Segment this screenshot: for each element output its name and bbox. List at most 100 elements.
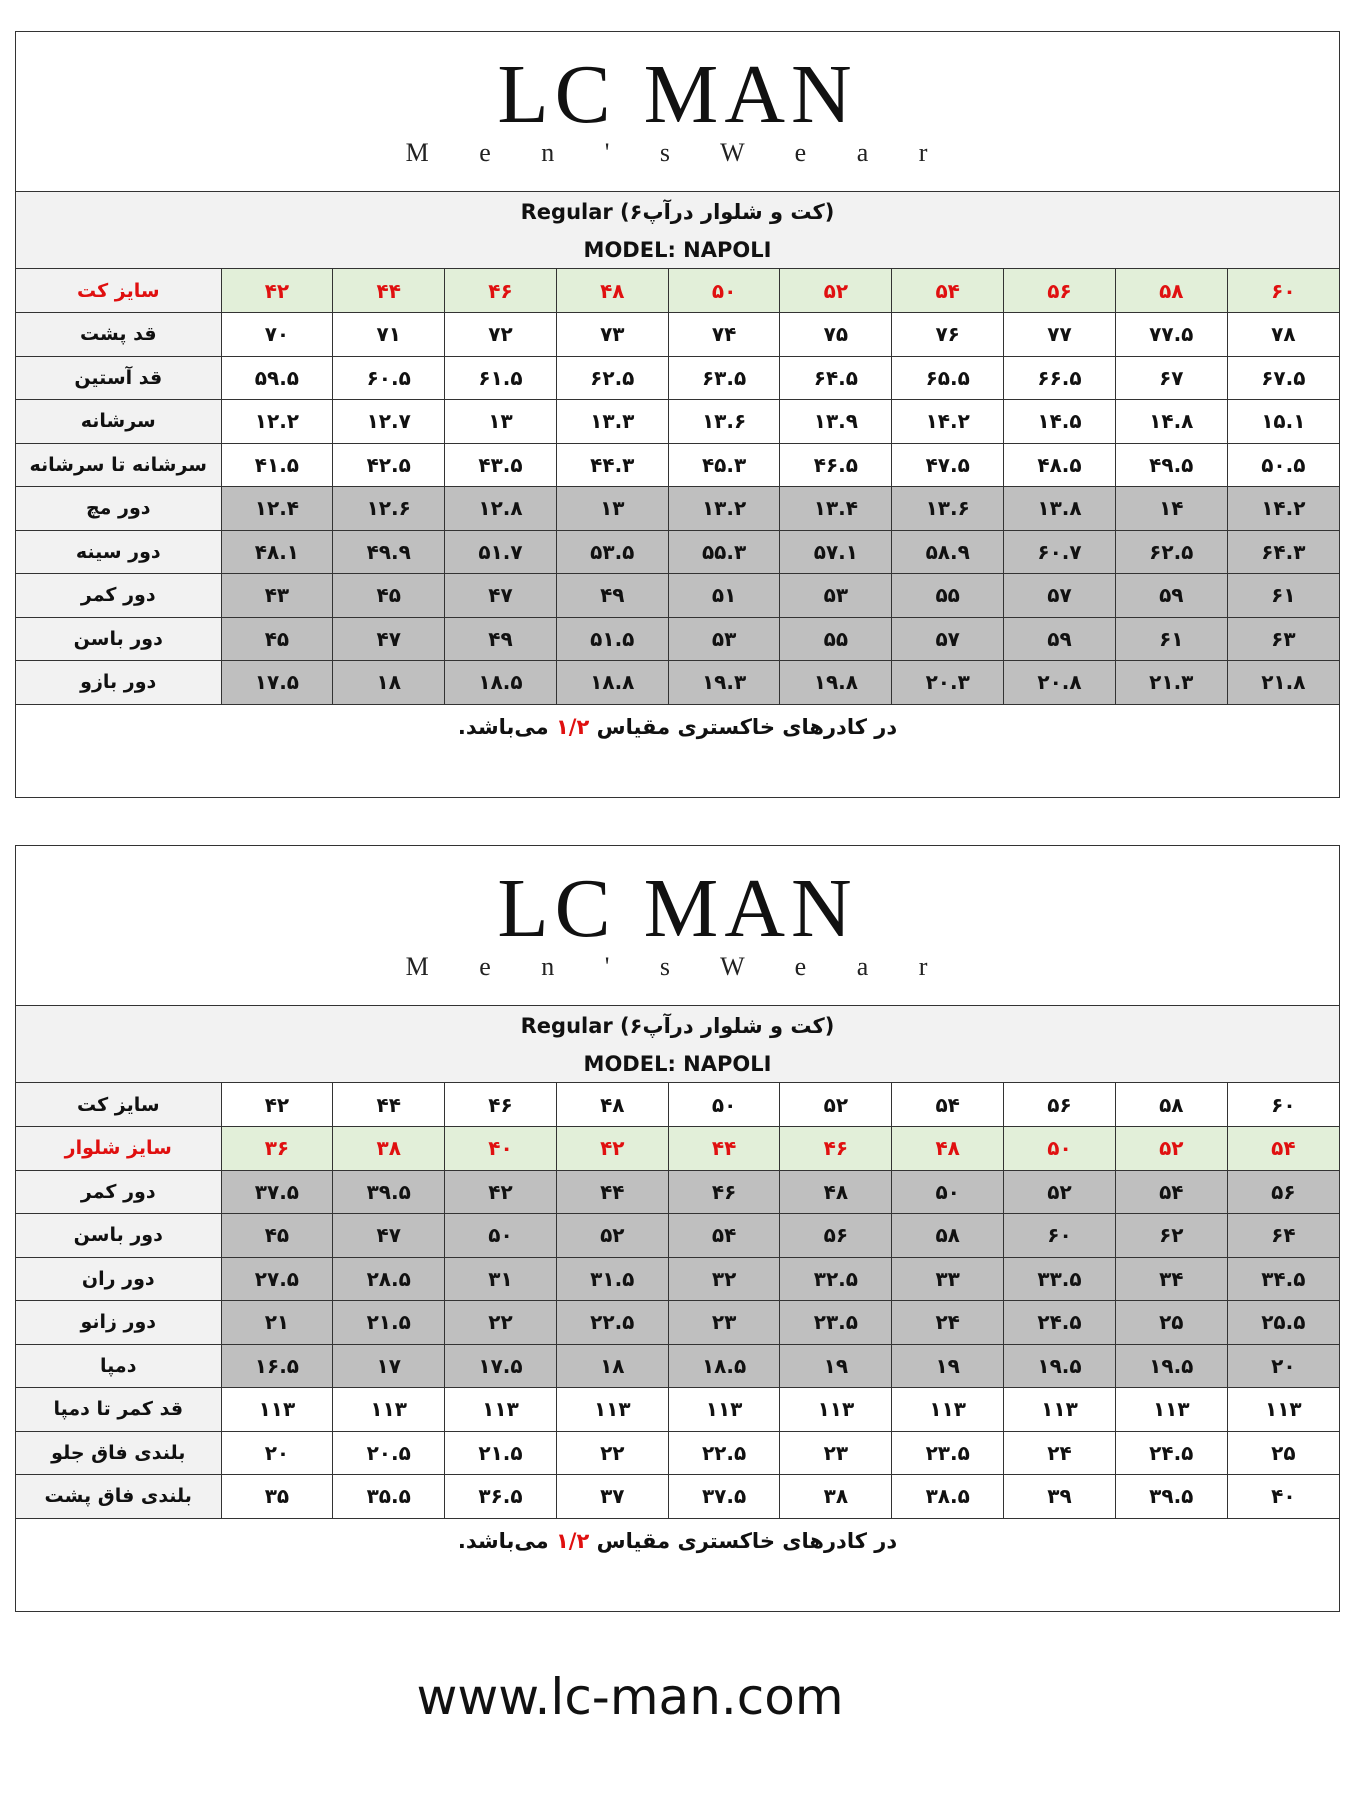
- size-cell: ۴۲: [555, 1126, 669, 1171]
- table-cell: ۵۸.۹: [891, 529, 1005, 574]
- table-cell: ۶۰: [1003, 1213, 1116, 1258]
- table-cell: ۳۹: [1003, 1474, 1116, 1519]
- size-cell: ۵۰: [667, 269, 781, 313]
- table-cell: ۶۲.۵: [555, 355, 669, 400]
- table-cell: ۱۷.۵: [220, 660, 334, 705]
- size-cell: ۵۲: [779, 269, 893, 313]
- table-row: دور سینه ۴۸.۱ ۴۹.۹ ۵۱.۷ ۵۳.۵ ۵۵.۳ ۵۷.۱ ۵۸.۹ ۶۰.۷…: [16, 529, 1339, 574]
- gray-scale-note: در کادرهای خاکستری مقیاس ۱/۲ می‌باشد.: [16, 705, 1339, 797]
- table-cell: ۵۳.۵: [555, 529, 669, 574]
- table-cell: ۲۳: [779, 1430, 893, 1475]
- table-cell: ۲۷.۵: [220, 1256, 334, 1301]
- table-cell: ۱۲.۷: [332, 399, 446, 444]
- table-cell: ۵۵: [891, 573, 1005, 618]
- size-cell: ۴۰: [444, 1126, 557, 1171]
- table-cell: ۶۳: [1226, 616, 1339, 661]
- size-cell: ۴۶: [444, 269, 557, 313]
- table-cell: ۷۲: [444, 312, 557, 357]
- table-cell: ۴۰: [1226, 1474, 1339, 1519]
- table-cell: ۱۳.۸: [1003, 486, 1116, 531]
- table-cell: ۱۶.۵: [220, 1343, 334, 1388]
- row-label: سرشانه تا سرشانه: [16, 442, 222, 487]
- table-cell: ۴۵: [220, 1213, 334, 1258]
- table-cell: ۲۳.۵: [891, 1430, 1005, 1475]
- table-cell: ۲۱.۵: [332, 1300, 446, 1345]
- table-cell: ۶۲: [1114, 1213, 1228, 1258]
- website-url[interactable]: www.lc-man.com: [416, 1668, 844, 1726]
- table-cell: ۳۲: [667, 1256, 781, 1301]
- table-cell: ۵۳: [779, 573, 893, 618]
- table-cell: ۶۶.۵: [1003, 355, 1116, 400]
- table-cell: ۴۲: [444, 1169, 557, 1214]
- row-label: دمپا: [16, 1343, 222, 1388]
- note-text: در کادرهای خاکستری مقیاس: [589, 1528, 898, 1553]
- table-cell: ۱۸.۸: [555, 660, 669, 705]
- row-label: قد کمر تا دمپا: [16, 1387, 222, 1432]
- logo-tagline: M e n ' s W e a r: [405, 952, 950, 981]
- table-cell: ۴۶.۵: [779, 442, 893, 487]
- table-cell: ۱۸.۵: [667, 1343, 781, 1388]
- table-cell: ۱۹.۸: [779, 660, 893, 705]
- table-cell: ۵۶: [1226, 1169, 1339, 1214]
- model-name: MODEL: NAPOLI: [583, 1052, 772, 1076]
- jacket-table: سایز کت ۴۲ ۴۴ ۴۶ ۴۸ ۵۰ ۵۲ ۵۴ ۵۶ ۵۸ ۶۰ قد پشت ۷۰ ۷۱ ۷۲ ۷…: [16, 269, 1339, 705]
- table-row: سرشانه ۱۲.۲ ۱۲.۷ ۱۳ ۱۳.۳ ۱۳.۶ ۱۳.۹ ۱۴.۲ ۱۴.۵ ۱۴.۸…: [16, 399, 1339, 444]
- table-cell: ۶۰.۷: [1003, 529, 1116, 574]
- table-cell: ۱۱۳: [555, 1387, 669, 1432]
- size-cell: ۳۸: [332, 1126, 446, 1171]
- table-cell: ۱۳.۶: [667, 399, 781, 444]
- table-cell: ۵۳: [667, 616, 781, 661]
- table-cell: ۴۸.۱: [220, 529, 334, 574]
- table-cell: ۲۰.۳: [891, 660, 1005, 705]
- logo-brand: LC MAN: [497, 48, 858, 141]
- jacket-size-row: سایز کت ۴۲ ۴۴ ۴۶ ۴۸ ۵۰ ۵۲ ۵۴ ۵۶ ۵۸ ۶۰: [16, 1083, 1339, 1127]
- table-cell: ۲۲.۵: [555, 1300, 669, 1345]
- table-cell: ۱۳.۹: [779, 399, 893, 444]
- size-cell: ۵۲: [779, 1083, 893, 1127]
- row-label: دور باسن: [16, 1213, 222, 1258]
- row-label: دور کمر: [16, 1169, 222, 1214]
- size-cell: ۵۸: [1114, 1083, 1228, 1127]
- table-cell: ۵۹: [1003, 616, 1116, 661]
- table-row: قد پشت ۷۰ ۷۱ ۷۲ ۷۳ ۷۴ ۷۵ ۷۶ ۷۷ ۷۷.۵ ۷۸: [16, 312, 1339, 357]
- table-cell: ۵۹.۵: [220, 355, 334, 400]
- size-cell: ۴۲: [220, 1083, 334, 1127]
- table-cell: ۱۷.۵: [444, 1343, 557, 1388]
- table-cell: ۴۷.۵: [891, 442, 1005, 487]
- table-cell: ۱۳: [444, 399, 557, 444]
- table-cell: ۶۴: [1226, 1213, 1339, 1258]
- table-cell: ۴۵.۳: [667, 442, 781, 487]
- row-label: قد پشت: [16, 312, 222, 357]
- table-cell: ۶۴.۳: [1226, 529, 1339, 574]
- table-cell: ۴۹.۵: [1114, 442, 1228, 487]
- size-cell: ۵۴: [891, 1083, 1005, 1127]
- table-cell: ۲۵: [1114, 1300, 1228, 1345]
- table-cell: ۴۷: [332, 1213, 446, 1258]
- jacket-size-chart: LC MAN M e n ' s W e a r (کت و شلوار درآ…: [15, 31, 1340, 798]
- chart-title: (کت و شلوار درآپ۶) Regular MODEL: NAPOLI: [16, 1006, 1339, 1083]
- table-row: سرشانه تا سرشانه ۴۱.۵ ۴۲.۵ ۴۳.۵ ۴۴.۳ ۴۵.۳ ۴۶.۵…: [16, 442, 1339, 487]
- table-cell: ۱۴.۲: [891, 399, 1005, 444]
- row-label: دور کمر: [16, 573, 222, 618]
- size-cell: ۴۴: [332, 269, 446, 313]
- table-cell: ۳۳.۵: [1003, 1256, 1116, 1301]
- size-cell: ۴۴: [667, 1126, 781, 1171]
- table-cell: ۱۱۳: [1226, 1387, 1339, 1432]
- table-cell: ۲۱.۸: [1226, 660, 1339, 705]
- table-cell: ۴۴.۳: [555, 442, 669, 487]
- product-title: (کت و شلوار درآپ۶) Regular: [520, 200, 835, 224]
- size-cell: ۴۴: [332, 1083, 446, 1127]
- table-cell: ۴۹: [555, 573, 669, 618]
- table-cell: ۱۱۳: [332, 1387, 446, 1432]
- table-cell: ۷۸: [1226, 312, 1339, 357]
- table-cell: ۱۱۳: [779, 1387, 893, 1432]
- table-cell: ۷۳: [555, 312, 669, 357]
- size-cell: ۵۶: [1003, 269, 1116, 313]
- table-cell: ۷۶: [891, 312, 1005, 357]
- table-cell: ۱۸.۵: [444, 660, 557, 705]
- brand-logo: LC MAN M e n ' s W e a r: [16, 846, 1339, 1006]
- row-label: قد آستین: [16, 355, 222, 400]
- table-cell: ۴۳.۵: [444, 442, 557, 487]
- size-cell: ۵۴: [891, 269, 1005, 313]
- table-cell: ۴۴: [555, 1169, 669, 1214]
